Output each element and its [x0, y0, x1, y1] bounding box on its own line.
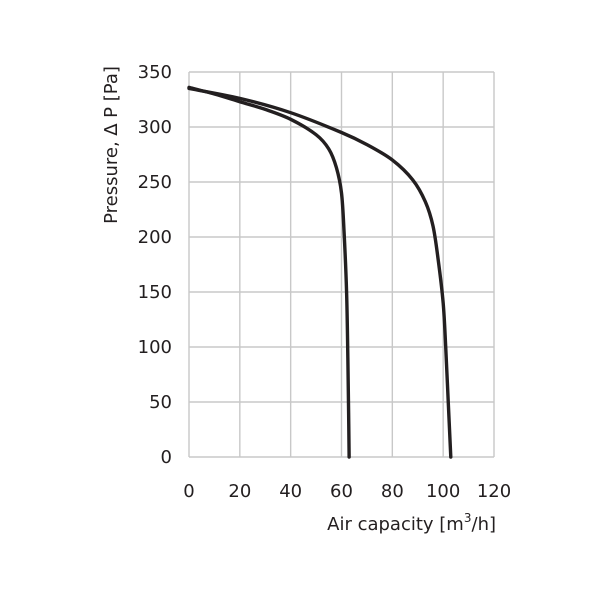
- y-tick-label: 150: [138, 282, 172, 303]
- series-line-2: [187, 86, 453, 459]
- x-tick-label: 0: [183, 481, 194, 502]
- y-axis-ticks: 0 50 100 150 200 250 300 350: [138, 62, 172, 468]
- x-tick-label: 80: [381, 481, 404, 502]
- y-axis-label: Pressure, ∆ P [Pa]: [101, 66, 122, 224]
- x-axis-label-main: Air capacity [m: [327, 514, 464, 535]
- curves: [187, 85, 453, 459]
- x-tick-label: 60: [330, 481, 353, 502]
- x-axis-ticks: 0 20 40 60 80 100 120: [183, 481, 511, 502]
- series-line-1: [187, 85, 351, 459]
- y-tick-label: 350: [138, 62, 172, 83]
- x-axis-label-end: /h]: [472, 514, 497, 535]
- x-tick-label: 120: [477, 481, 511, 502]
- y-tick-label: 0: [161, 447, 172, 468]
- x-tick-label: 100: [426, 481, 460, 502]
- y-tick-label: 200: [138, 227, 172, 248]
- y-tick-label: 100: [138, 337, 172, 358]
- x-axis-label: Air capacity [m3/h]: [327, 511, 496, 535]
- y-tick-label: 250: [138, 172, 172, 193]
- x-tick-label: 40: [279, 481, 302, 502]
- x-tick-label: 20: [228, 481, 251, 502]
- y-tick-label: 50: [149, 392, 172, 413]
- y-tick-label: 300: [138, 117, 172, 138]
- x-axis-label-superscript: 3: [464, 511, 472, 525]
